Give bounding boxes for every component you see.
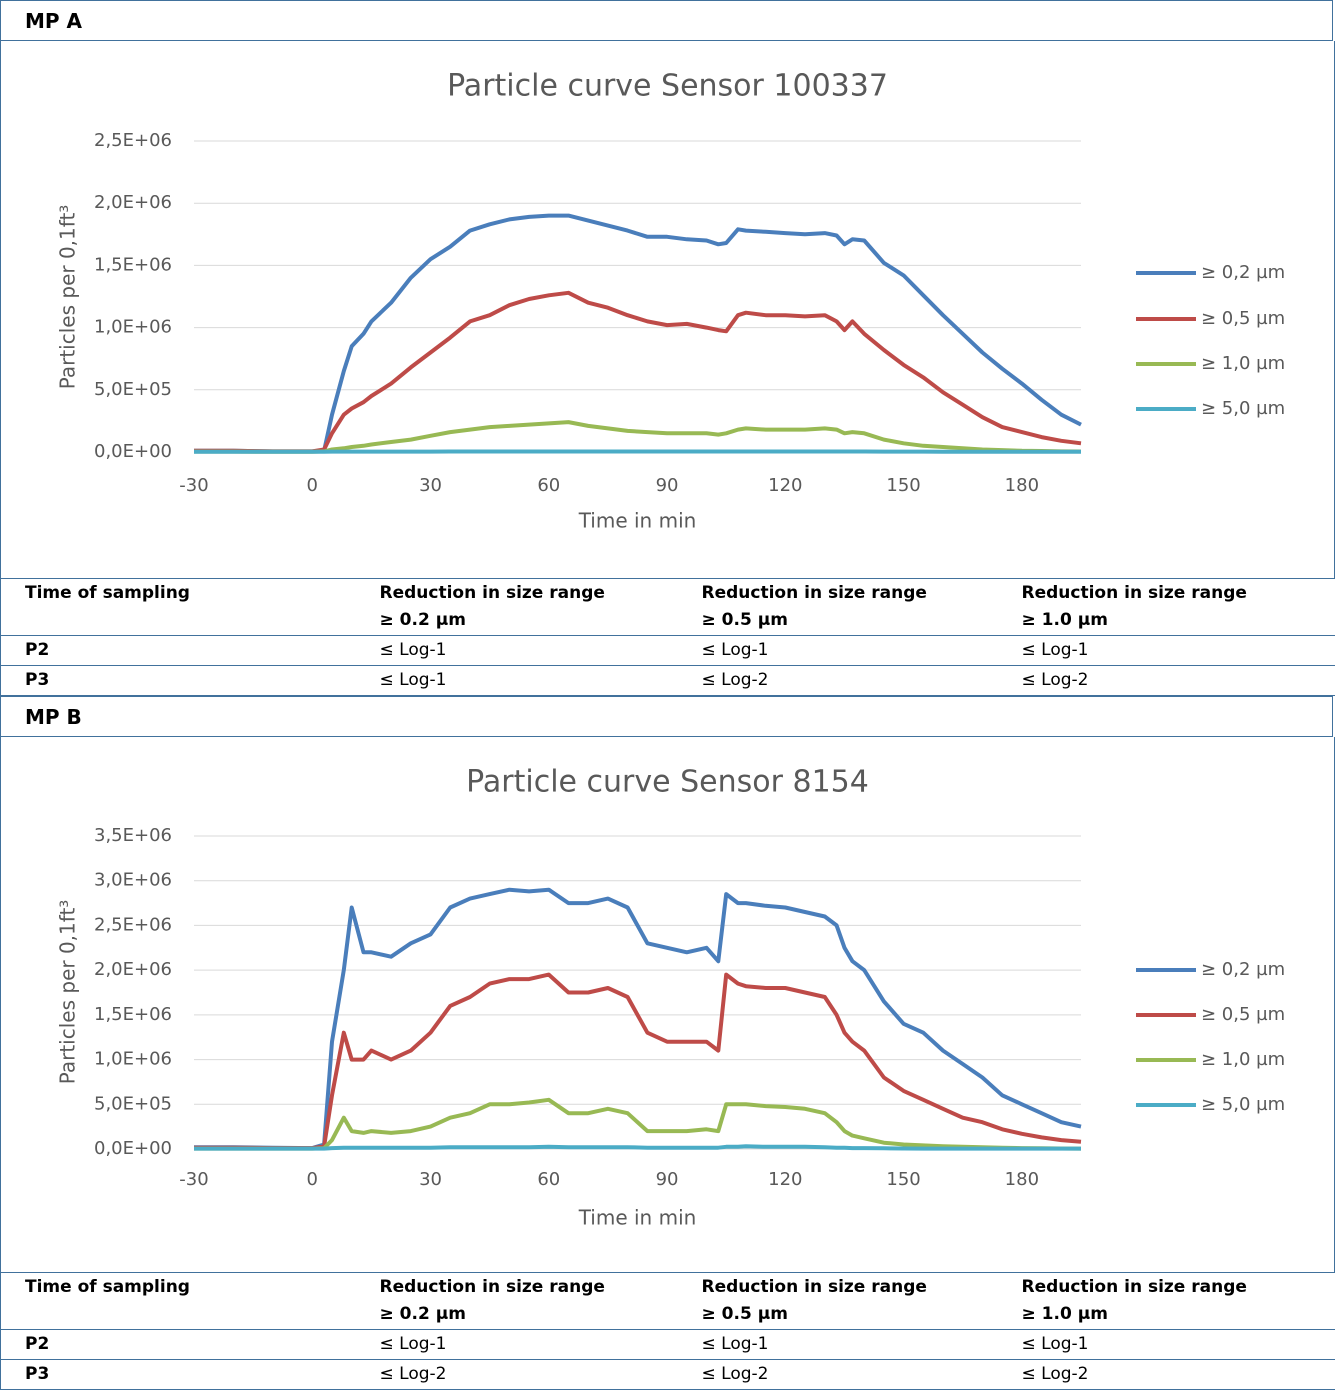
x-tick-label: 90 (656, 475, 679, 496)
series-line (194, 213, 1082, 454)
table-cell: Reduction in size range ≥ 1.0 µm (1017, 578, 1335, 636)
series-line (194, 1144, 1081, 1151)
table-header: Time of sampling Reduction in size range … (0, 1272, 1335, 1330)
x-tick-label: 150 (886, 1169, 920, 1190)
chart: Particle curve Sensor 8154 0,0E+00 5,0E+05… (56, 765, 1286, 1230)
y-tick-label: 1,0E+06 (94, 317, 172, 338)
table-cell: Reduction in size range ≥ 0.2 µm (375, 578, 698, 636)
table: Time of sampling Reduction in size range … (0, 1272, 1335, 1390)
table-cell: P2 (0, 1329, 376, 1360)
x-tick-label: 180 (1005, 1169, 1039, 1190)
x-tick-label: 150 (886, 475, 920, 496)
chart: Particle curve Sensor 100337 0,0E+00 5,0E+… (56, 69, 1286, 533)
y-axis-label: Particles per 0,1ft³ (56, 900, 80, 1085)
y-tick-label: 5,0E+05 (94, 379, 172, 400)
y-tick-label: 5,0E+05 (94, 1093, 172, 1114)
series-line (194, 887, 1082, 1151)
x-tick-label: -30 (179, 1169, 208, 1190)
table-cell: ≤ Log-2 (375, 1359, 698, 1390)
series-line (194, 290, 1082, 454)
table-cell: ≤ Log-1 (697, 635, 1018, 666)
legend-label: ≥ 1,0 µm (1201, 353, 1285, 374)
y-tick-label: 1,5E+06 (94, 1004, 172, 1025)
x-tick-label: 90 (656, 1169, 679, 1190)
table-cell: ≤ Log-1 (697, 1329, 1018, 1360)
table-cell: P2 (0, 635, 376, 666)
legend-label: ≥ 0,5 µm (1201, 308, 1285, 329)
y-tick-label: 2,5E+06 (94, 130, 172, 151)
x-tick-label: 120 (768, 1169, 802, 1190)
table-cell: ≤ Log-1 (375, 1329, 698, 1360)
section-label: MP A (0, 0, 1333, 41)
x-tick-label: 120 (768, 475, 802, 496)
x-tick-label: 180 (1005, 475, 1039, 496)
legend-label: ≥ 5,0 µm (1201, 1094, 1285, 1115)
legend-label: ≥ 0,2 µm (1201, 959, 1285, 980)
table-row: P2 ≤ Log-1 ≤ Log-1 ≤ Log-1 (0, 1329, 1335, 1360)
table-cell: ≤ Log-1 (1017, 1329, 1335, 1360)
table-cell: Reduction in size range ≥ 0.5 µm (697, 1272, 1018, 1330)
table-cell: P3 (0, 1359, 376, 1390)
table-row: P3 ≤ Log-1 ≤ Log-2 ≤ Log-2 (0, 665, 1335, 696)
y-tick-label: 2,5E+06 (94, 914, 172, 935)
table-cell: ≤ Log-2 (1017, 1359, 1335, 1390)
y-tick-label: 3,5E+06 (94, 825, 172, 846)
series-line (194, 1097, 1082, 1151)
series-line (194, 420, 1082, 454)
legend-label: ≥ 5,0 µm (1201, 398, 1285, 419)
table-header: Time of sampling Reduction in size range … (0, 578, 1335, 636)
table-row: P3 ≤ Log-2 ≤ Log-2 ≤ Log-2 (0, 1359, 1335, 1390)
x-tick-label: 0 (307, 1169, 318, 1190)
x-axis-label: Time in min (578, 509, 697, 533)
y-tick-label: 3,0E+06 (94, 870, 172, 891)
table-cell: Reduction in size range ≥ 0.2 µm (375, 1272, 698, 1330)
table-cell: ≤ Log-2 (697, 1359, 1018, 1390)
table-cell: ≤ Log-2 (697, 665, 1018, 696)
x-tick-label: 0 (307, 475, 318, 496)
x-tick-label: 60 (537, 1169, 560, 1190)
y-axis-label: Particles per 0,1ft³ (56, 205, 80, 390)
legend-label: ≥ 0,5 µm (1201, 1004, 1285, 1025)
table-cell: ≤ Log-1 (375, 665, 698, 696)
table-cell: ≤ Log-1 (1017, 635, 1335, 666)
chart-box: Particle curve Sensor 100337 0,0E+00 5,0E+… (0, 41, 1335, 578)
table-cell: ≤ Log-2 (1017, 665, 1335, 696)
legend-label: ≥ 1,0 µm (1201, 1049, 1285, 1070)
chart-title: Particle curve Sensor 100337 (447, 69, 888, 104)
x-tick-label: 60 (537, 475, 560, 496)
table: Time of sampling Reduction in size range … (0, 578, 1335, 696)
y-tick-label: 0,0E+00 (94, 1138, 172, 1159)
table-cell: P3 (0, 665, 376, 696)
section-label: MP B (0, 696, 1333, 737)
y-tick-label: 1,5E+06 (94, 254, 172, 275)
x-axis-label: Time in min (578, 1206, 697, 1230)
chart-box: Particle curve Sensor 8154 0,0E+00 5,0E+05… (0, 737, 1335, 1272)
y-tick-label: 2,0E+06 (94, 192, 172, 213)
x-tick-label: 30 (419, 475, 442, 496)
table-cell: ≤ Log-1 (375, 635, 698, 666)
chart-title: Particle curve Sensor 8154 (466, 765, 869, 800)
y-tick-label: 0,0E+00 (94, 441, 172, 462)
table-cell: Time of sampling (0, 1272, 376, 1330)
series-line (194, 972, 1082, 1151)
y-tick-label: 1,0E+06 (94, 1049, 172, 1070)
table-cell: Reduction in size range ≥ 1.0 µm (1017, 1272, 1335, 1330)
table-cell: Time of sampling (0, 578, 376, 636)
x-tick-label: -30 (179, 475, 208, 496)
x-tick-label: 30 (419, 1169, 442, 1190)
table-row: P2 ≤ Log-1 ≤ Log-1 ≤ Log-1 (0, 635, 1335, 666)
table-cell: Reduction in size range ≥ 0.5 µm (697, 578, 1018, 636)
legend-label: ≥ 0,2 µm (1201, 262, 1285, 283)
y-tick-label: 2,0E+06 (94, 959, 172, 980)
